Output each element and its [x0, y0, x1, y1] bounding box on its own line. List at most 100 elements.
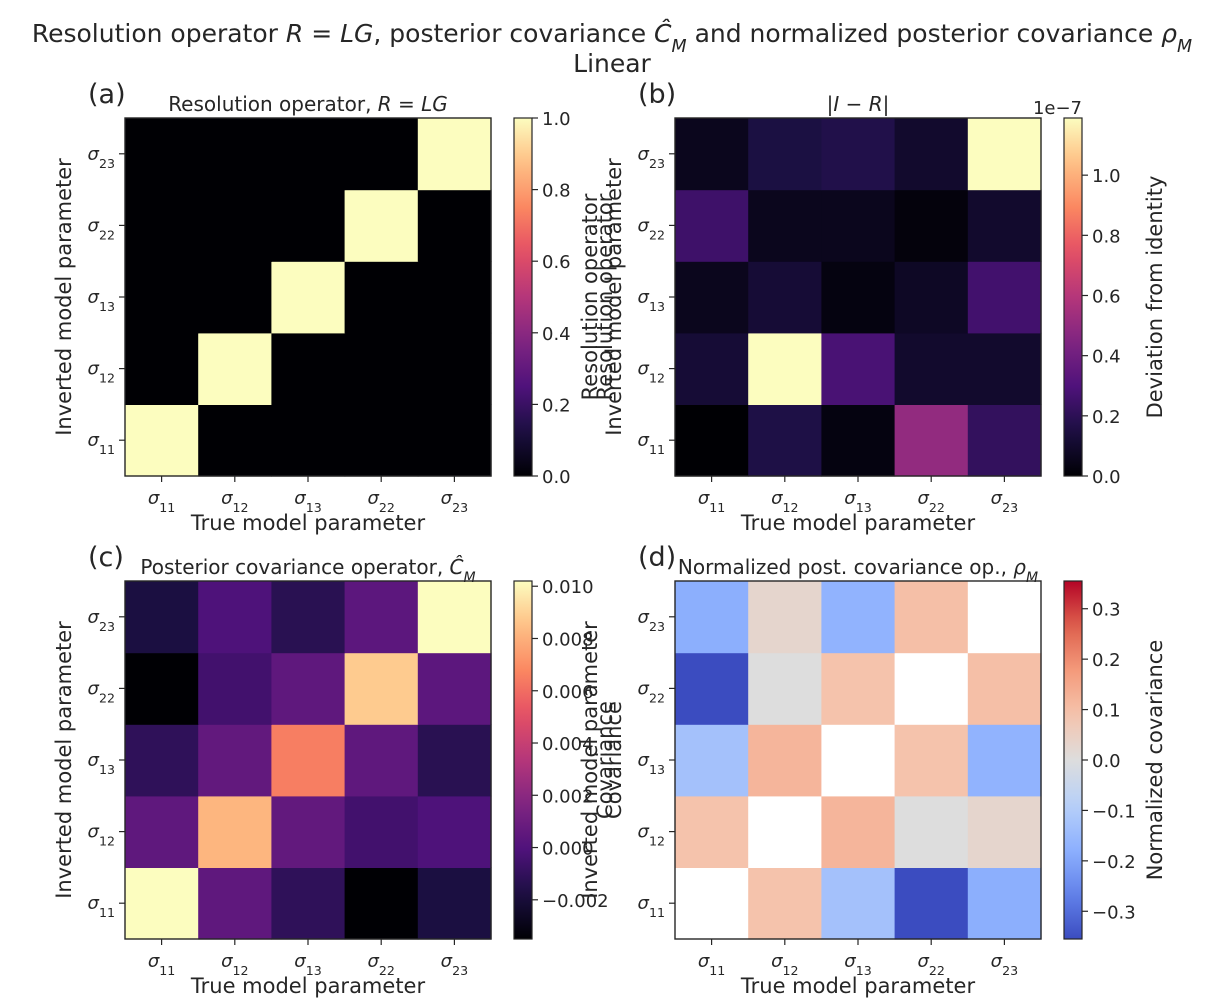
heatmap-cell-σ22-σ11 — [675, 189, 749, 262]
heatmap-cell-σ11-σ23 — [417, 404, 492, 477]
heatmap-cell-σ12-σ12 — [748, 795, 822, 868]
heatmap-cell-σ22-σ11 — [125, 652, 199, 725]
x-tick-label: σ22 — [917, 951, 944, 978]
panel-letter: (b) — [638, 79, 676, 110]
heatmap-cell-σ13-σ13 — [821, 724, 896, 797]
y-tick-label: σ22 — [638, 678, 665, 705]
y-tick-label: σ11 — [88, 893, 115, 920]
panel-d: σ11 σ12 σ13 σ22 σ23 σ11 σ12 σ13 σ22 σ23 True model… — [578, 542, 1167, 998]
heatmap-cell-σ22-σ13 — [821, 652, 896, 725]
heatmap-cell-σ11-σ23 — [967, 867, 1042, 940]
heatmap-cell-σ23-σ11 — [125, 118, 199, 191]
x-tick-label: σ23 — [441, 951, 468, 978]
heatmap-cell-σ11-σ11 — [125, 404, 199, 477]
heatmap-cell-σ12-σ13 — [821, 332, 896, 405]
heatmap-cell-σ23-σ23 — [417, 581, 492, 654]
heatmap-cell-σ12-σ12 — [198, 795, 272, 868]
x-axis-label: True model parameter — [740, 974, 976, 998]
y-tick-label: σ12 — [88, 822, 115, 849]
heatmap-cell-σ12-σ23 — [417, 795, 492, 868]
colorbar-tick-label: −0.3 — [1092, 902, 1136, 923]
colorbar-tick-label: 0.010 — [542, 577, 594, 598]
colorbar-tick-label: 0.0 — [1092, 751, 1121, 772]
heatmap-cell-σ13-σ22 — [894, 261, 969, 334]
heatmap-cell-σ11-σ23 — [967, 404, 1042, 477]
x-axis-label: True model parameter — [190, 511, 426, 535]
heatmap-cell-σ12-σ22 — [344, 795, 419, 868]
heatmap-cell-σ12-σ11 — [125, 795, 199, 868]
x-tick-label: σ23 — [441, 488, 468, 515]
heatmap-cell-σ22-σ13 — [821, 189, 896, 262]
colorbar: −0.3 −0.2 −0.1 0.0 0.1 0.2 0.3 Normalized covar… — [1063, 580, 1167, 940]
figure-subtitle: Linear — [573, 49, 651, 78]
x-tick-label: σ13 — [294, 951, 321, 978]
heatmap-cell-σ12-σ22 — [894, 332, 969, 405]
heatmap-cell-σ12-σ23 — [967, 795, 1042, 868]
heatmap-cell-σ13-σ23 — [967, 261, 1042, 334]
heatmap-cell-σ11-σ22 — [894, 404, 969, 477]
panel-c: σ11 σ12 σ13 σ22 σ23 σ11 σ12 σ13 σ22 σ23 True model… — [52, 542, 617, 998]
x-axis-label: True model parameter — [190, 974, 426, 998]
figure-title: Resolution operator R = LG, posterior co… — [32, 18, 1192, 57]
heatmap-cell-σ22-σ13 — [271, 189, 346, 262]
heatmap-cell-σ11-σ12 — [748, 867, 822, 940]
panel-b: σ11 σ12 σ13 σ22 σ23 σ11 σ12 σ13 σ22 σ23 True model… — [578, 79, 1167, 535]
y-axis-label: Resolution operator — [578, 193, 602, 400]
y-tick-label: σ23 — [88, 144, 115, 171]
heatmap-cell-σ13-σ11 — [675, 724, 749, 797]
heatmap-cell-σ23-σ11 — [125, 581, 199, 654]
heatmap-cell-σ23-σ13 — [821, 581, 896, 654]
heatmap-cell-σ11-σ23 — [417, 867, 492, 940]
heatmap-cell-σ11-σ12 — [748, 404, 822, 477]
colorbar-label: Resolution operator — [593, 193, 617, 400]
heatmap-cell-σ23-σ12 — [198, 118, 272, 191]
heatmap-cell-σ11-σ11 — [675, 404, 749, 477]
heatmap-cell-σ22-σ22 — [344, 189, 419, 262]
heatmap-cell-σ12-σ13 — [271, 332, 346, 405]
y-tick-label: σ13 — [638, 287, 665, 314]
panel-letter: (c) — [88, 542, 124, 573]
heatmap-cell-σ11-σ13 — [821, 867, 896, 940]
heatmap-cell-σ11-σ13 — [271, 404, 346, 477]
y-tick-label: σ22 — [88, 678, 115, 705]
heatmap-cells — [125, 581, 492, 940]
heatmap-cell-σ11-σ22 — [344, 867, 419, 940]
heatmap-cell-σ23-σ23 — [967, 581, 1042, 654]
heatmap-cell-σ23-σ11 — [675, 581, 749, 654]
heatmap-cell-σ22-σ22 — [344, 652, 419, 725]
heatmap-cell-σ13-σ11 — [125, 261, 199, 334]
heatmap-cell-σ13-σ23 — [417, 261, 492, 334]
heatmap-cell-σ13-σ12 — [198, 724, 272, 797]
y-tick-label: σ12 — [638, 822, 665, 849]
heatmap-cell-σ13-σ13 — [821, 261, 896, 334]
y-tick-label: σ23 — [88, 607, 115, 634]
colorbar: −0.002 0.000 0.002 0.004 0.006 0.008 0.010 Cova… — [513, 577, 617, 940]
colorbar-tick-label: 0.8 — [1092, 226, 1121, 247]
heatmap-cell-σ22-σ13 — [271, 652, 346, 725]
colorbar-tick-label: 0.2 — [1092, 650, 1121, 671]
y-tick-label: σ11 — [638, 430, 665, 457]
colorbar-gradient — [513, 117, 533, 477]
colorbar-offset-label: 1e−7 — [1033, 98, 1082, 119]
x-tick-label: σ11 — [698, 488, 725, 515]
heatmap-cell-σ22-σ12 — [748, 652, 822, 725]
y-axis-label: Inverted model parameter — [578, 621, 602, 899]
heatmap-cell-σ22-σ23 — [967, 652, 1042, 725]
colorbar-label: Normalized covariance — [1143, 640, 1167, 881]
heatmap-cell-σ13-σ23 — [417, 724, 492, 797]
heatmap-cells — [125, 118, 492, 477]
heatmap-cell-σ23-σ12 — [748, 581, 822, 654]
colorbar-tick-label: 1.0 — [542, 109, 571, 130]
colorbar-tick-label: 0.0 — [542, 467, 571, 488]
y-tick-label: σ11 — [638, 893, 665, 920]
heatmap-cell-σ13-σ22 — [344, 261, 419, 334]
colorbar-tick-label: 0.2 — [1092, 407, 1121, 428]
x-tick-label: σ12 — [771, 488, 798, 515]
x-tick-label: σ22 — [367, 951, 394, 978]
heatmap-cell-σ22-σ12 — [198, 652, 272, 725]
heatmap-cell-σ22-σ11 — [675, 652, 749, 725]
heatmap-cell-σ11-σ13 — [271, 867, 346, 940]
colorbar-label: Deviation from identity — [1143, 176, 1167, 419]
y-tick-label: σ22 — [88, 215, 115, 242]
